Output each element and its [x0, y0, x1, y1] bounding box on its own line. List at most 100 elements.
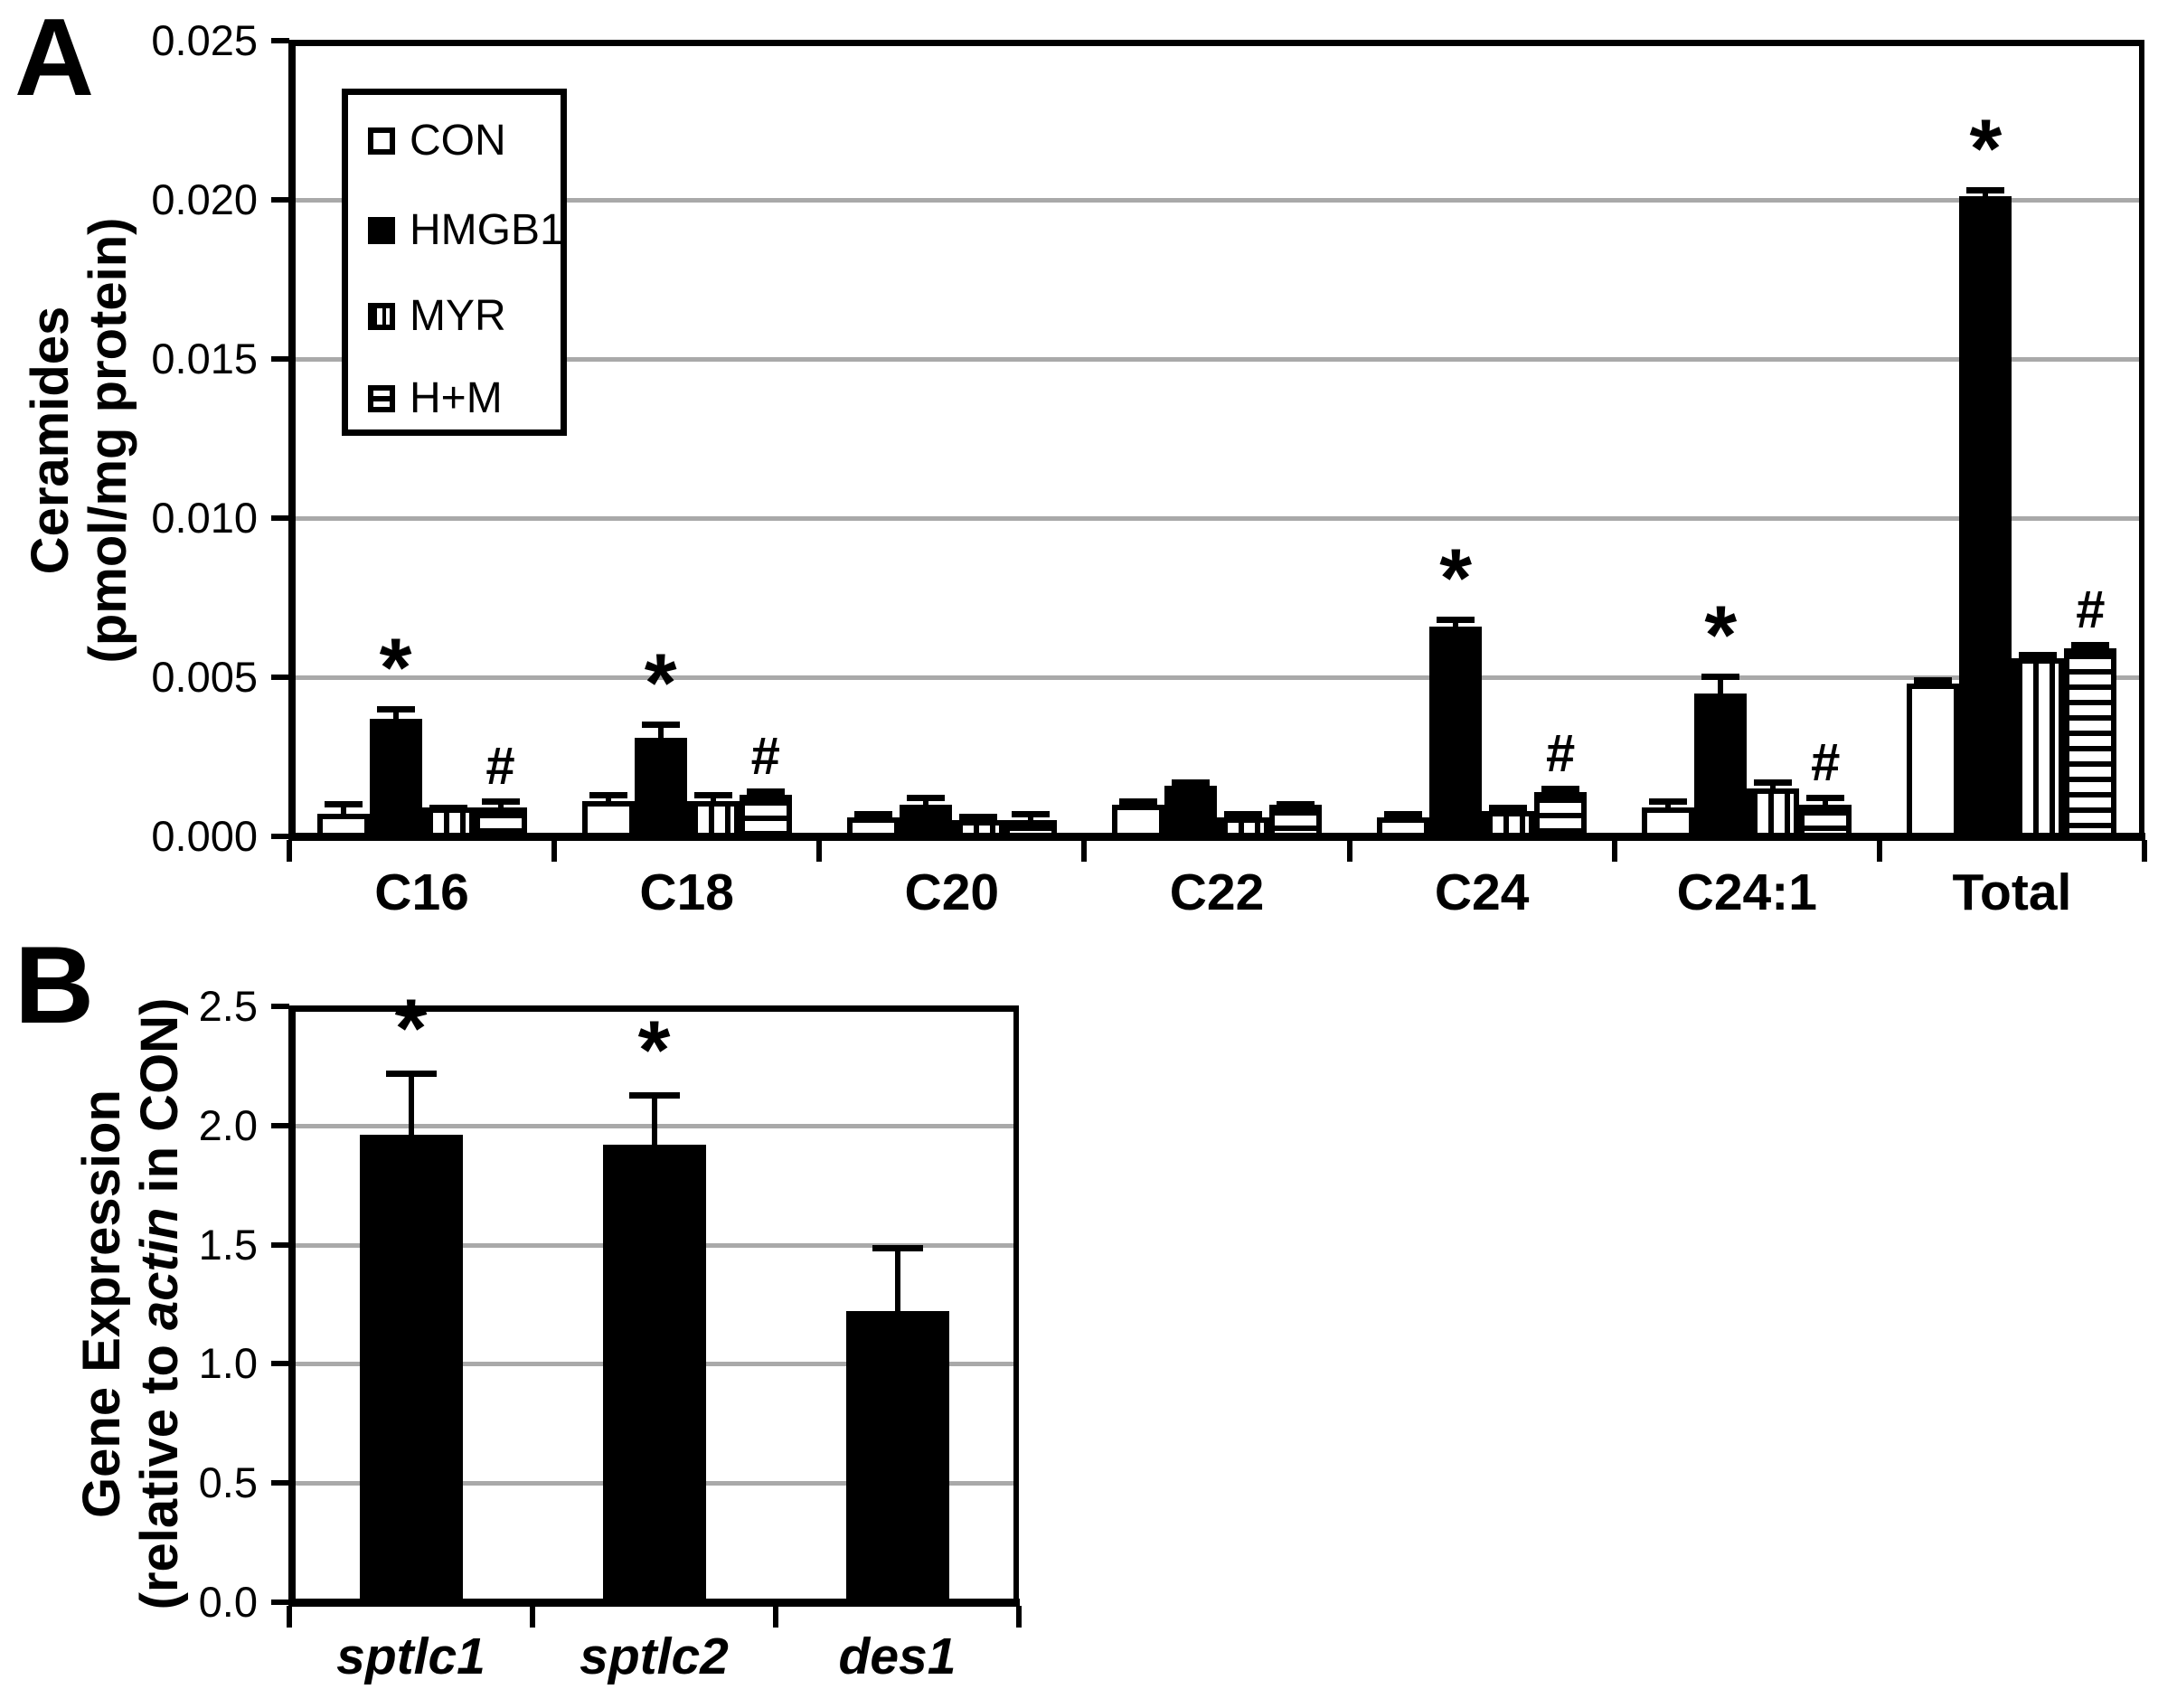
- significance-hash: #: [2076, 580, 2106, 640]
- y-tick-label: 2.0: [198, 1100, 258, 1149]
- x-axis-tick: [1081, 840, 1087, 862]
- bar-con-Total: [1907, 684, 1960, 839]
- y-axis-line: [288, 40, 296, 841]
- y-tick-label: 1.5: [198, 1220, 258, 1269]
- plot-frame-top: [289, 1005, 1019, 1012]
- error-bar-cap: [1914, 677, 1953, 684]
- bar-myr-Total: [2012, 657, 2065, 839]
- error-bar-cap: [1119, 797, 1157, 805]
- panel-a-letter: A: [14, 0, 95, 118]
- y-tick-label: 0.015: [151, 335, 258, 382]
- error-bar-cap: [429, 804, 467, 811]
- error-bar-cap: [693, 791, 732, 798]
- bar-h+m-C24: [1534, 791, 1588, 839]
- y-axis-tick: [271, 1004, 289, 1009]
- error-bar-cap: [1224, 810, 1262, 817]
- bar-hmgb1-C18: [634, 737, 687, 839]
- bar-hmgb1-C22: [1164, 785, 1217, 839]
- y-tick-label: 0.005: [151, 653, 258, 701]
- error-bar-stem: [392, 705, 399, 719]
- category-label: des1: [838, 1628, 957, 1685]
- x-axis-tick: [1016, 1606, 1022, 1628]
- legend-item-hmgb1: HMGB1: [348, 204, 564, 257]
- error-bar-stem: [651, 1091, 657, 1145]
- x-axis-line: [288, 1599, 1020, 1607]
- error-bar-cap: [1437, 617, 1475, 624]
- error-bar-cap: [1384, 810, 1423, 817]
- panel-a-y-axis-title: Ceramides (pmol/mg protein): [21, 33, 137, 847]
- category-label: C20: [904, 863, 1000, 921]
- error-bar-stem: [894, 1244, 900, 1312]
- significance-hash: #: [485, 736, 515, 796]
- y-tick-label: 0.025: [151, 16, 258, 64]
- significance-asterisk: *: [1439, 533, 1473, 626]
- legend-swatch-open-icon: [368, 127, 395, 155]
- y-axis-tick: [271, 515, 289, 521]
- panel-b-y-axis-title-actin-italic: actin: [130, 1207, 189, 1330]
- legend-swatch-solid-icon: [368, 217, 395, 244]
- x-axis-tick: [1612, 840, 1617, 862]
- error-bar-cap: [376, 705, 415, 712]
- y-axis-tick: [271, 1241, 289, 1248]
- panel-b-y-axis-title-line2-post: in CON): [130, 997, 189, 1208]
- plot-frame-right: [2139, 41, 2144, 836]
- panel-b-plot-area: 0.0 0.5 1.0 1.5 2.0 2.5 sptlc1 sptlc2 des1 * *: [199, 982, 1022, 1684]
- panel-a-y-axis-title-line1: Ceramides: [21, 306, 80, 575]
- panel-b-y-axis-title-line1: Gene Expression: [72, 1090, 131, 1518]
- significance-asterisk: *: [644, 637, 677, 731]
- error-bar-cap: [906, 795, 945, 802]
- y-tick-label: 0.010: [151, 494, 258, 542]
- error-bar-cap: [1966, 186, 2005, 193]
- y-axis-tick: [271, 197, 289, 203]
- y-axis-line: [288, 1005, 296, 1607]
- x-axis-tick: [1877, 840, 1882, 862]
- bar-hmgb1-sptlc2: [602, 1144, 706, 1605]
- error-bar-cap: [1489, 804, 1528, 811]
- legend-label: MYR: [410, 292, 506, 340]
- significance-hash: #: [1546, 723, 1576, 783]
- y-axis-tick: [271, 1480, 289, 1486]
- legend-label: CON: [410, 117, 506, 165]
- bar-hmgb1-C16: [369, 718, 422, 839]
- category-label: C16: [374, 863, 469, 921]
- y-axis-tick: [271, 1599, 289, 1605]
- significance-hash: #: [750, 727, 780, 787]
- category-label: C24: [1434, 863, 1530, 921]
- bar-myr-C24:1: [1747, 788, 1800, 839]
- gridline: [289, 198, 2144, 203]
- significance-hash: #: [1811, 733, 1841, 793]
- x-axis-tick: [773, 1606, 778, 1628]
- bar-hmgb1-C24: [1429, 626, 1483, 839]
- error-bar-cap: [1806, 795, 1845, 802]
- legend-swatch-horizontal-stripes-icon: [368, 385, 395, 412]
- error-bar-cap: [1541, 785, 1580, 792]
- legend-label: HMGB1: [410, 206, 564, 254]
- category-label: Total: [1952, 863, 2072, 921]
- x-axis-tick: [816, 840, 822, 862]
- y-axis-tick: [271, 675, 289, 680]
- x-axis-tick: [287, 1606, 292, 1628]
- gridline: [289, 357, 2144, 362]
- panel-b-y-axis-title-line2: (relative to actin in CON): [130, 978, 189, 1629]
- error-bar-cap: [641, 722, 680, 729]
- x-axis-tick: [2142, 840, 2147, 862]
- legend-label: H+M: [410, 374, 503, 422]
- error-bar-stem: [657, 722, 664, 738]
- error-bar-stem: [408, 1071, 414, 1136]
- bar-hmgb1-C24:1: [1694, 693, 1748, 839]
- y-axis-tick: [271, 38, 289, 43]
- category-label: sptlc2: [580, 1628, 729, 1685]
- significance-asterisk: *: [637, 1004, 671, 1097]
- error-bar-cap: [2019, 651, 2058, 658]
- y-tick-label: 1.0: [198, 1339, 258, 1388]
- error-bar-cap: [1754, 779, 1793, 786]
- plot-frame-right: [1013, 1006, 1019, 1602]
- legend-item-h+m: H+M: [348, 373, 561, 425]
- legend-item-con: CON: [348, 115, 561, 167]
- legend-item-myr: MYR: [348, 290, 561, 343]
- error-bar-cap: [628, 1091, 680, 1099]
- significance-asterisk: *: [1969, 102, 2003, 195]
- y-tick-label: 2.5: [198, 982, 258, 1030]
- category-label: sptlc1: [336, 1628, 485, 1685]
